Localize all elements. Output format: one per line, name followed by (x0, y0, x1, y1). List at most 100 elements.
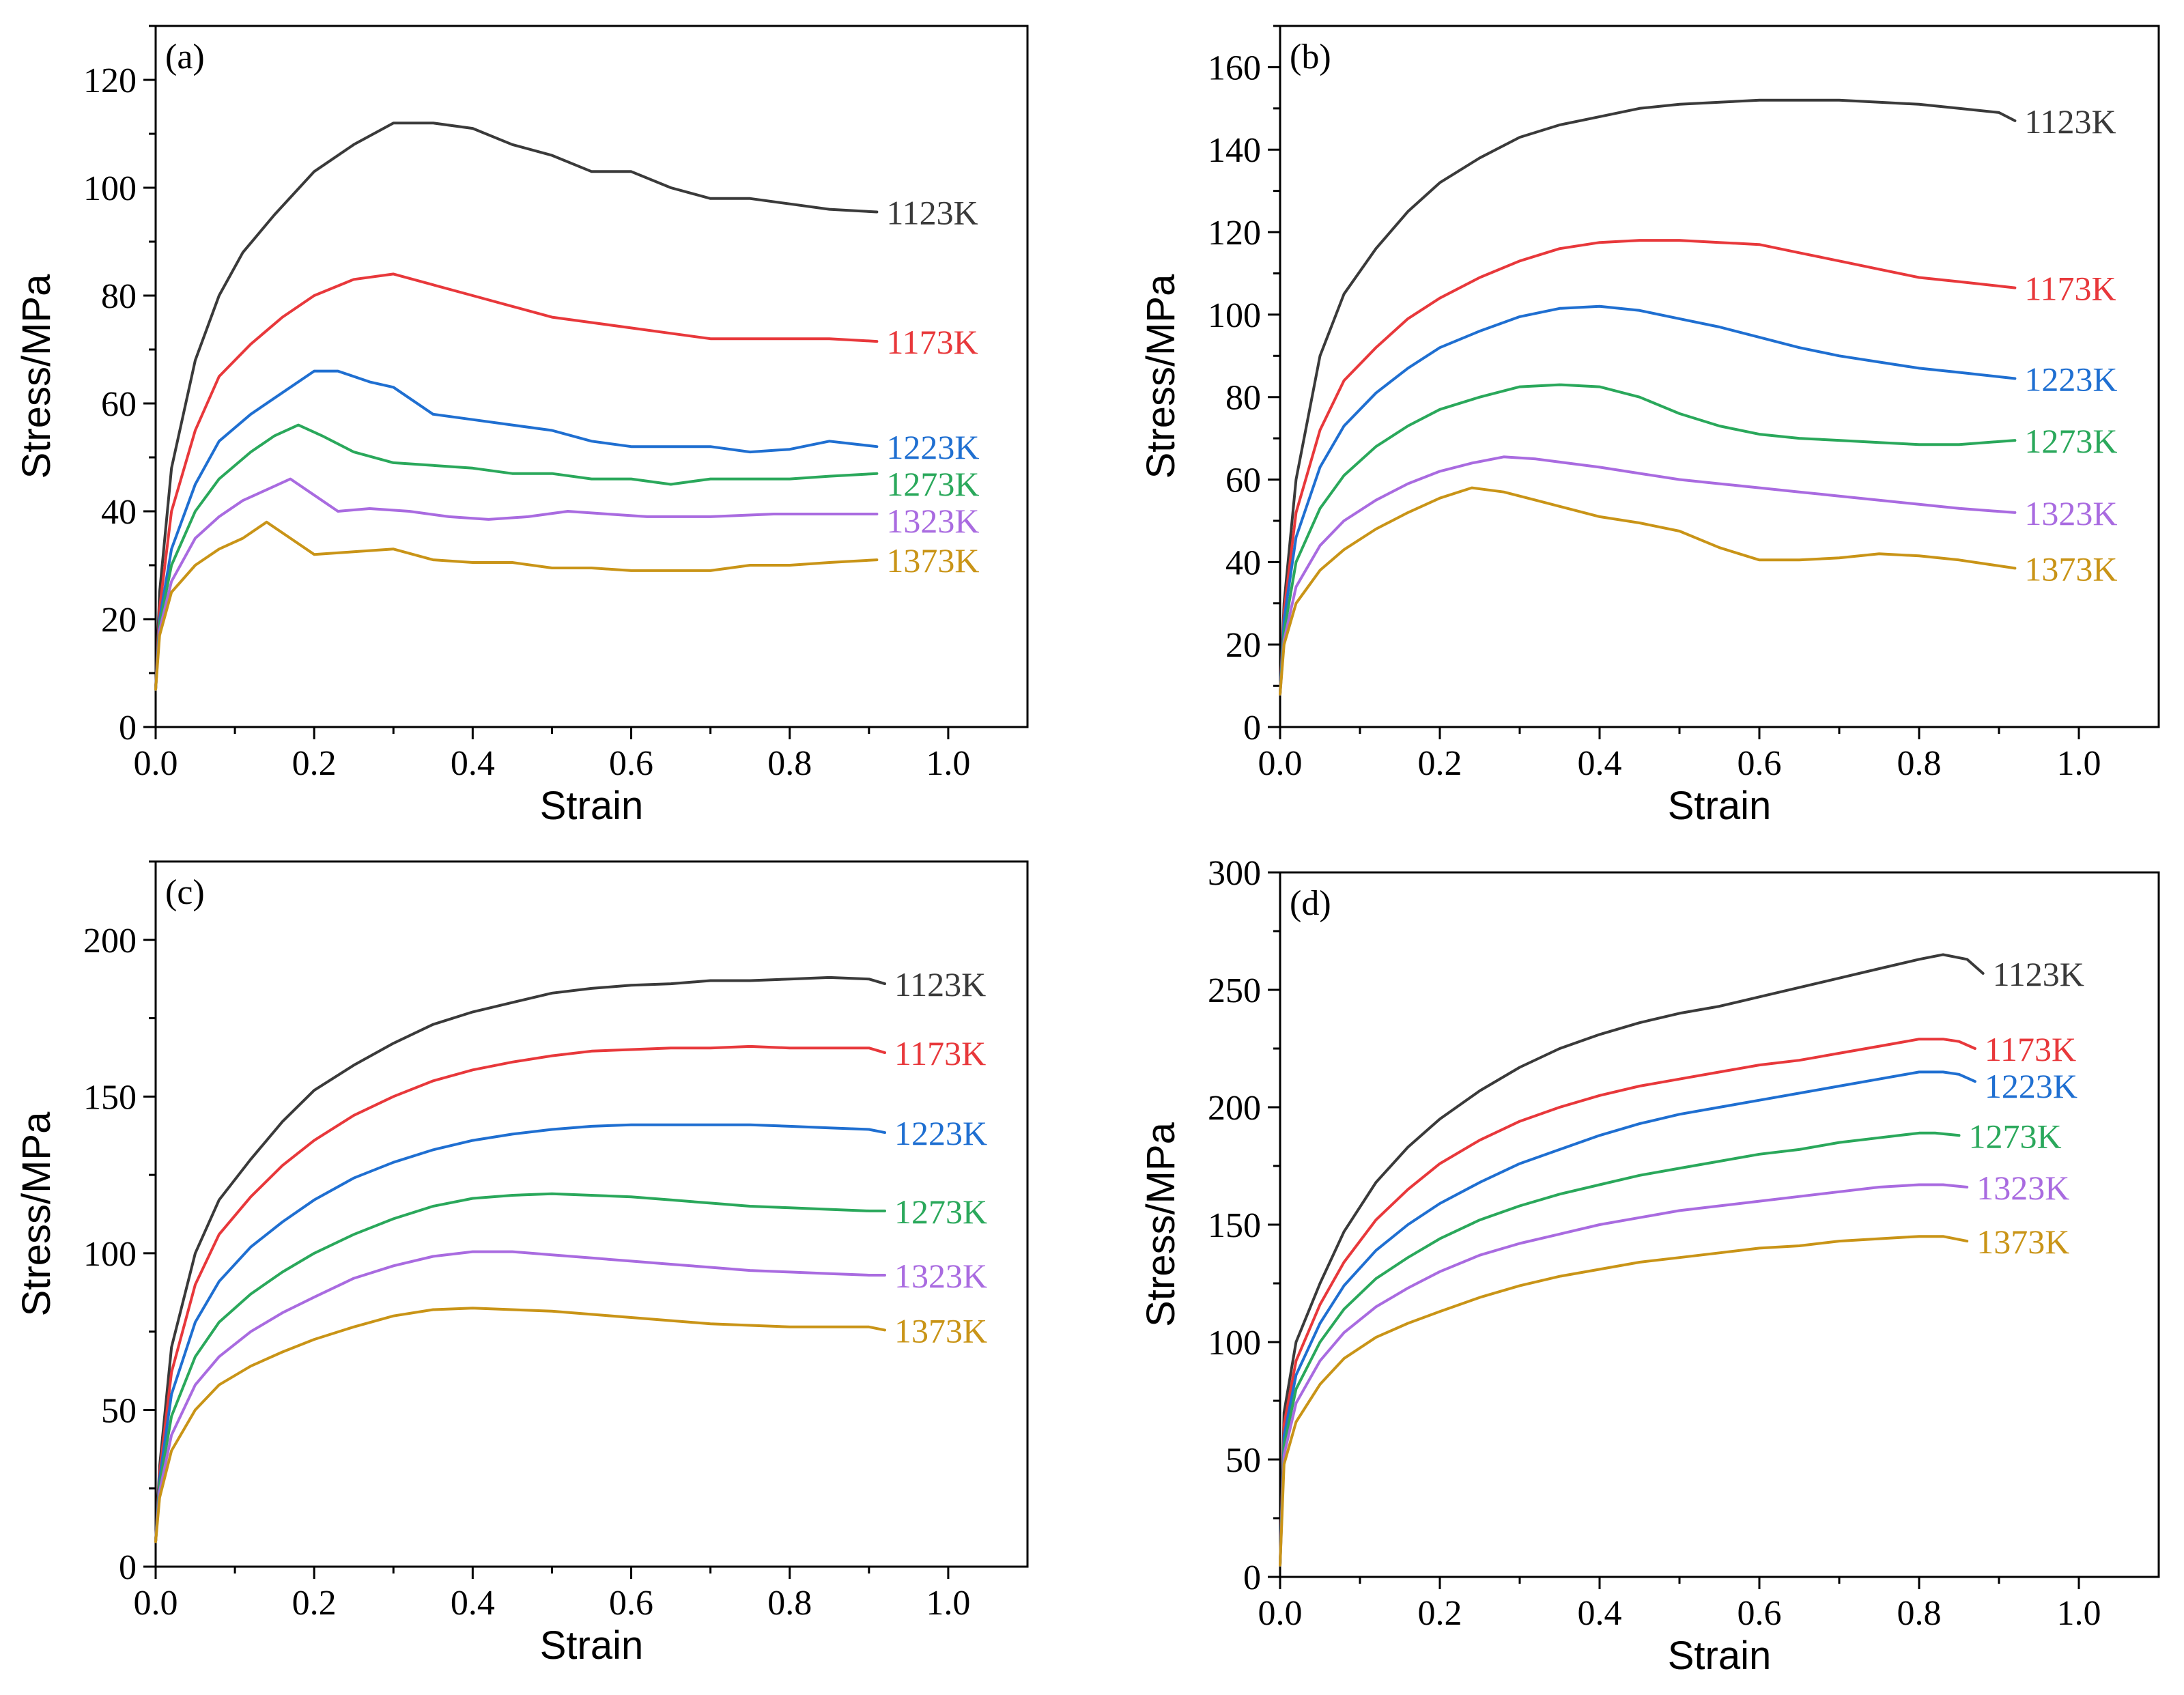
series-label-1273K: 1273K (894, 1193, 987, 1231)
x-tick-label: 0.4 (1578, 744, 1622, 783)
series-label-1273K: 1273K (886, 465, 979, 503)
x-tick-label: 0.8 (767, 1584, 812, 1623)
y-tick-label: 60 (1225, 461, 1261, 500)
series-line-1173K (154, 272, 879, 691)
x-tick-label: 0.2 (292, 1584, 337, 1623)
y-tick-label: 250 (1208, 971, 1261, 1010)
y-tick-label: 200 (83, 922, 137, 960)
y-axis-title: Stress/MPa (14, 1111, 59, 1316)
y-tick-label: 160 (1208, 48, 1261, 87)
panel-c: 0.0 0.2 0.4 0.6 0.8 1.0 0 50 100 150 200 Strain Stre… (14, 860, 1029, 1668)
panel-label: (b) (1290, 38, 1331, 76)
series-label-1173K: 1173K (886, 323, 978, 361)
x-tick-label: 0.0 (1258, 744, 1303, 783)
series-line-1273K (1279, 1131, 1961, 1567)
x-tick-label: 1.0 (926, 744, 970, 783)
x-tick-label: 0.6 (609, 744, 653, 783)
series-line-1123K (154, 122, 879, 691)
panel-b: 0.0 0.2 0.4 0.6 0.8 1.0 0 20 40 60 80 100 120 140 160 S… (1139, 25, 2160, 828)
x-tick-label: 1.0 (2057, 744, 2101, 783)
plot-frame (154, 860, 1029, 1568)
y-tick-label: 100 (1208, 1324, 1261, 1363)
y-tick-label: 80 (101, 277, 137, 316)
panel-a: 0.0 0.2 0.4 0.6 0.8 1.0 0 20 40 60 80 100 120 Strain S… (14, 25, 1029, 828)
x-tick-label: 0.2 (1418, 1594, 1462, 1633)
series-label-1323K: 1323K (2024, 494, 2117, 532)
y-tick-label: 150 (1208, 1206, 1261, 1245)
x-tick-label: 0.0 (1258, 1594, 1303, 1633)
x-axis-title: Strain (540, 784, 644, 828)
series-line-1223K (154, 1123, 886, 1543)
x-tick-label: 1.0 (926, 1584, 970, 1623)
x-tick-label: 0.6 (1738, 1594, 1782, 1633)
y-tick-label: 0 (1243, 1558, 1261, 1597)
x-tick-label: 0.0 (134, 1584, 178, 1623)
series-line-1223K (154, 369, 879, 691)
panel-label: (c) (165, 873, 205, 912)
x-tick-label: 0.8 (1897, 1594, 1942, 1633)
y-tick-label: 120 (83, 61, 137, 100)
series-label-1373K: 1373K (894, 1311, 987, 1350)
series-line-1373K (154, 1307, 886, 1543)
series-line-1273K (1279, 383, 2017, 696)
x-axis-title: Strain (1668, 784, 1772, 828)
y-tick-label: 140 (1208, 131, 1261, 170)
x-tick-label: 0.6 (609, 1584, 653, 1623)
panel-label: (a) (165, 38, 205, 76)
y-tick-label: 60 (101, 385, 137, 424)
panel-label: (d) (1290, 884, 1331, 923)
series-label-1173K: 1173K (2024, 270, 2116, 308)
y-tick-label: 0 (119, 709, 137, 747)
panel-d: 0.0 0.2 0.4 0.6 0.8 1.0 0 50 100 150 200 250 300 Stra… (1139, 854, 2160, 1678)
y-axis-title: Stress/MPa (14, 274, 59, 479)
y-tick-label: 150 (83, 1078, 137, 1117)
y-tick-label: 300 (1208, 854, 1261, 893)
x-axis-title: Strain (540, 1623, 644, 1668)
series-line-1173K (154, 1044, 886, 1543)
series-line-1323K (1279, 455, 2017, 696)
series-label-1373K: 1373K (1976, 1223, 2069, 1261)
series-label-1273K: 1273K (1969, 1117, 2062, 1155)
series-label-1223K: 1223K (2024, 360, 2117, 399)
series-label-1123K: 1123K (2024, 102, 2116, 141)
y-tick-label: 40 (101, 493, 137, 532)
plot-frame (1279, 25, 2160, 728)
y-axis-title: Stress/MPa (1139, 274, 1183, 479)
series-label-1223K: 1223K (894, 1114, 987, 1152)
plot-frame (154, 25, 1029, 728)
y-axis-title: Stress/MPa (1139, 1122, 1183, 1326)
x-tick-label: 0.2 (1418, 744, 1462, 783)
series-line-1323K (154, 1250, 886, 1543)
series-line-1323K (154, 477, 879, 691)
x-tick-label: 1.0 (2057, 1594, 2101, 1633)
x-tick-label: 0.0 (134, 744, 178, 783)
series-label-1373K: 1373K (886, 541, 979, 580)
series-line-1123K (1279, 953, 1985, 1567)
y-tick-label: 120 (1208, 214, 1261, 253)
series-line-1373K (1279, 1235, 1969, 1567)
series-label-1323K: 1323K (894, 1257, 987, 1295)
series-label-1223K: 1223K (886, 428, 979, 466)
y-tick-label: 80 (1225, 379, 1261, 418)
series-line-1373K (1279, 486, 2017, 696)
series-line-1273K (154, 423, 879, 691)
series-line-1123K (154, 975, 886, 1543)
series-line-1223K (1279, 304, 2017, 696)
y-tick-label: 50 (1225, 1441, 1261, 1480)
y-tick-label: 0 (1243, 709, 1261, 747)
y-tick-label: 100 (83, 169, 137, 208)
y-tick-label: 40 (1225, 543, 1261, 582)
series-line-1173K (1279, 1038, 1976, 1567)
series-line-1123K (1279, 98, 2017, 696)
y-tick-label: 100 (1208, 296, 1261, 335)
y-tick-label: 20 (1225, 626, 1261, 665)
x-tick-label: 0.4 (1578, 1594, 1622, 1633)
y-tick-label: 0 (119, 1548, 137, 1587)
x-tick-label: 0.4 (451, 744, 495, 783)
series-label-1223K: 1223K (1985, 1067, 2077, 1105)
series-label-1173K: 1173K (1985, 1030, 2076, 1068)
x-tick-label: 0.2 (292, 744, 337, 783)
series-label-1123K: 1123K (894, 965, 986, 1003)
y-tick-label: 50 (101, 1391, 137, 1430)
